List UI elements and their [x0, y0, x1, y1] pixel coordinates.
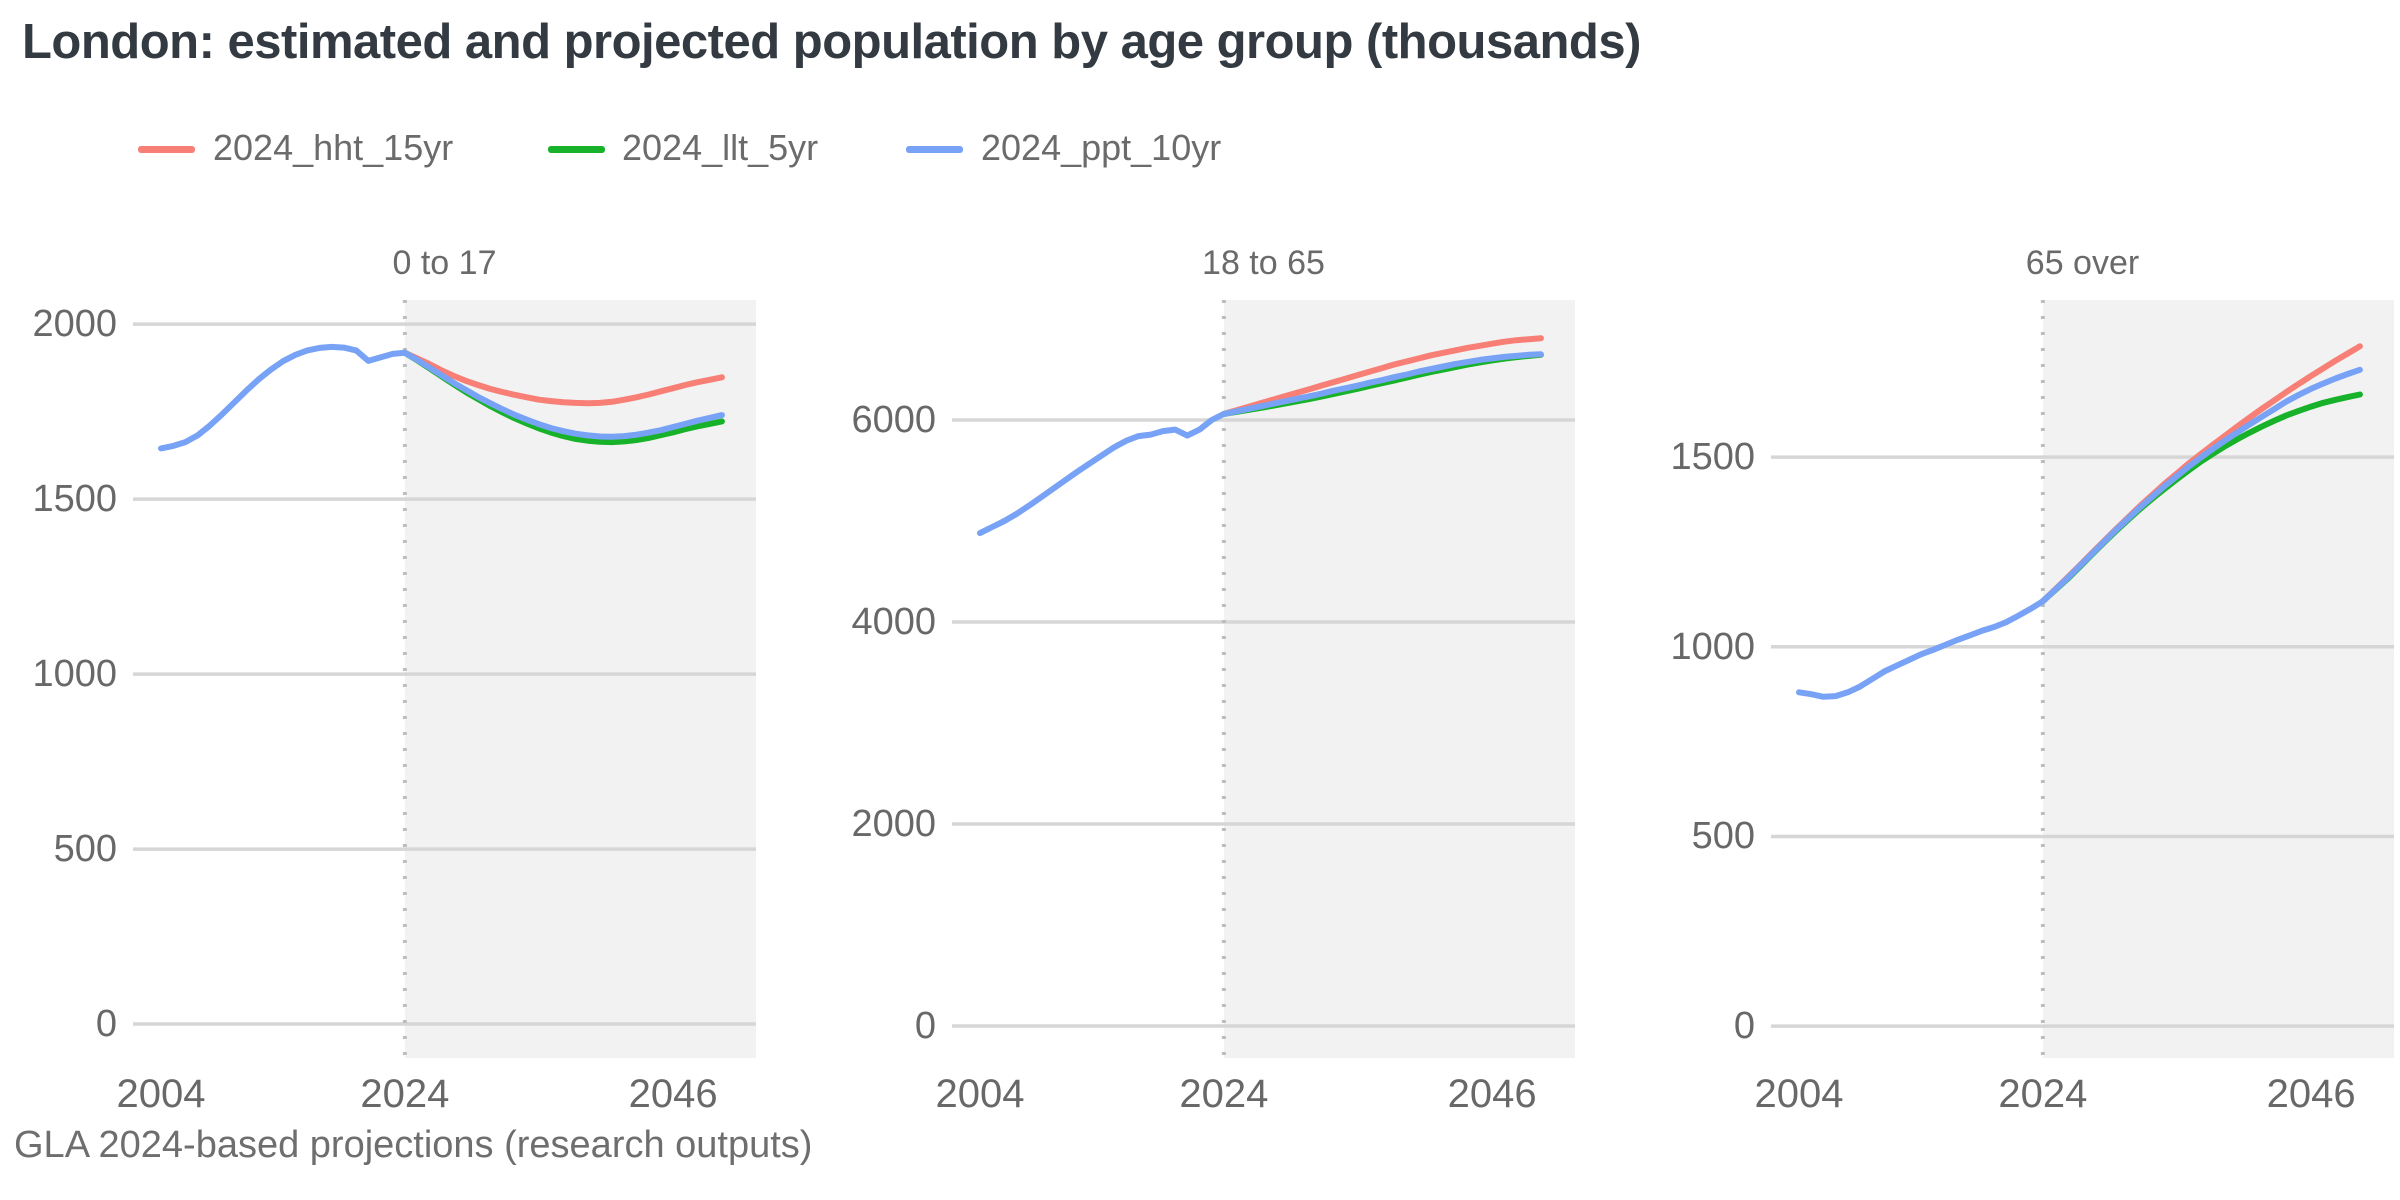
y-axis-tick-label: 0 — [914, 1004, 936, 1047]
legend-label-llt: 2024_llt_5yr — [622, 127, 819, 168]
panel-title: 65 over — [2025, 244, 2140, 282]
y-axis-tick-label: 1000 — [32, 653, 117, 696]
x-axis-tick-label: 2046 — [2266, 1072, 2356, 1116]
y-axis-tick-label: 1500 — [1670, 436, 1755, 479]
y-axis-tick-label: 500 — [1691, 815, 1755, 858]
projection-shade — [1223, 300, 1575, 1058]
line-history-estimate — [1796, 598, 2046, 700]
line-hht-projection — [401, 349, 725, 407]
x-axis-tick-label: 2024 — [1179, 1072, 1269, 1116]
projection-shade — [404, 300, 756, 1058]
y-axis-tick-label: 500 — [53, 828, 117, 871]
line-hht-projection — [1220, 335, 1544, 417]
legend-swatch-hht — [138, 146, 195, 153]
panel-plot-18-to-65 — [952, 300, 1575, 1058]
line-ppt-projection — [401, 349, 725, 440]
y-axis-tick-label: 0 — [1733, 1005, 1755, 1048]
line-ppt-projection — [1220, 351, 1544, 417]
legend-swatch-llt — [548, 146, 605, 153]
panel-plot-65-over — [1771, 300, 2394, 1058]
x-axis-tick-label: 2046 — [628, 1072, 718, 1116]
line-history-estimate — [977, 410, 1227, 537]
x-axis-tick-label: 2024 — [1998, 1072, 2088, 1116]
x-axis-tick-label: 2024 — [360, 1072, 450, 1116]
caption: GLA 2024-based projections (research out… — [14, 1124, 813, 1166]
x-axis-tick-label: 2046 — [1447, 1072, 1537, 1116]
legend-label-hht: 2024_hht_15yr — [213, 127, 454, 168]
panel-title: 0 to 17 — [392, 244, 497, 282]
x-axis-tick-label: 2004 — [116, 1072, 206, 1116]
x-axis-tick-label: 2004 — [935, 1072, 1025, 1116]
panel-title: 18 to 65 — [1202, 244, 1325, 282]
chart-title: London: estimated and projected populati… — [22, 15, 1641, 69]
line-history-estimate — [158, 343, 408, 452]
legend-label-ppt: 2024_ppt_10yr — [981, 127, 1222, 168]
y-axis-tick-label: 1500 — [32, 478, 117, 521]
y-axis-tick-label: 0 — [95, 1003, 117, 1046]
legend-swatch-ppt — [906, 146, 963, 153]
y-axis-tick-label: 1000 — [1670, 625, 1755, 668]
x-axis-tick-label: 2004 — [1754, 1072, 1844, 1116]
y-axis-tick-label: 4000 — [851, 600, 936, 643]
y-axis-tick-label: 2000 — [851, 802, 936, 845]
projection-shade — [2042, 300, 2394, 1058]
y-axis-tick-label: 2000 — [32, 303, 117, 346]
line-ppt-projection — [2039, 366, 2363, 605]
panel-plot-0-to-17 — [133, 300, 756, 1058]
y-axis-tick-label: 6000 — [851, 398, 936, 441]
